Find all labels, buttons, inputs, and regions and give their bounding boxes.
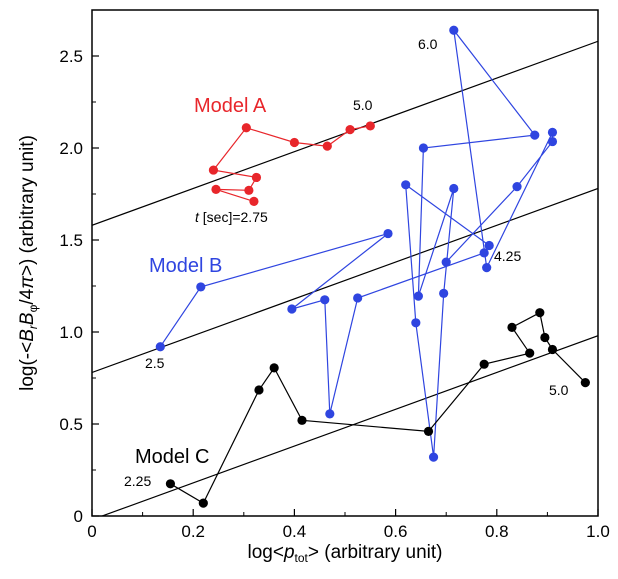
- model-a-point-7: [289, 137, 299, 148]
- model-a-series: [208, 121, 375, 206]
- model-c-point-5: [297, 415, 307, 425]
- model-a-point-2: [211, 184, 221, 194]
- x-tick-label: 0: [87, 522, 96, 541]
- model-b-point-3: [383, 228, 393, 239]
- model-b-point-14: [449, 183, 459, 194]
- y-tick-label: 2.5: [59, 47, 83, 66]
- model-b-point-19: [482, 263, 492, 273]
- model-b-point-22: [512, 182, 522, 192]
- model-b-series: [155, 25, 558, 462]
- annotation-layer: Model A Model B Model C 5.0 t [sec]=2.75 6.0 4…: [124, 36, 569, 489]
- model-b-point-10: [401, 180, 411, 190]
- reference-line-3: [100, 335, 598, 516]
- model-b-point-17: [530, 130, 540, 140]
- model-c-line: [170, 311, 586, 504]
- reference-line-2: [92, 187, 598, 374]
- model-c-point-1: [165, 479, 176, 489]
- model-b-point-18: [449, 25, 459, 35]
- model-a-point-4: [251, 172, 262, 183]
- x-tick-label: 0.4: [283, 522, 307, 541]
- model-b-point-9: [484, 240, 494, 251]
- model-a-point-9: [345, 125, 355, 135]
- y-tick-label: 1.0: [59, 323, 83, 342]
- model-b-label: Model B: [149, 255, 222, 277]
- y-tick-label: 0.5: [59, 415, 83, 434]
- model-a-point-5: [208, 165, 219, 175]
- x-tick-label: 0.2: [181, 522, 205, 541]
- model-b-point-20: [547, 127, 558, 137]
- time-annotation: 6.0: [418, 36, 438, 52]
- y-tick-label: 2.0: [59, 139, 83, 158]
- model-a-line: [212, 125, 371, 202]
- series-layer: [155, 25, 590, 508]
- model-a-point-8: [322, 141, 332, 151]
- model-c-point-10: [535, 308, 545, 318]
- model-c-point-13: [580, 378, 590, 388]
- model-b-point-13: [439, 288, 449, 298]
- time-annotation: 5.0: [549, 382, 569, 398]
- model-b-point-7: [353, 293, 363, 303]
- y-tick-label: 1.5: [59, 231, 83, 250]
- time-annotation: 4.25: [494, 248, 521, 264]
- model-b-point-15: [413, 291, 423, 301]
- x-axis-label: log<ptot> (arbitrary unit): [248, 542, 443, 565]
- model-c-point-6: [423, 426, 434, 436]
- model-c-point-9: [507, 322, 517, 332]
- model-b-point-12: [428, 452, 439, 462]
- model-b-point-21: [547, 136, 558, 147]
- model-b-point-8: [479, 248, 489, 258]
- axis-ticks: 0 0.2 0.4 0.6 0.8 1.0 0 0.5 1.0 1.5 2.0 2.5: [59, 47, 609, 541]
- model-c-point-11: [540, 332, 550, 343]
- x-tick-label: 0.6: [384, 522, 408, 541]
- model-b-point-2: [196, 282, 206, 292]
- model-c-point-12: [547, 344, 558, 355]
- model-a-label: Model A: [194, 95, 267, 117]
- time-annotation: 5.0: [353, 97, 373, 113]
- model-a-point-6: [241, 123, 251, 133]
- model-c-point-8: [525, 348, 535, 358]
- model-b-point-5: [320, 295, 330, 305]
- model-c-series: [165, 308, 590, 508]
- model-b-point-4: [287, 304, 297, 314]
- time-annotation: 2.5: [145, 355, 165, 371]
- model-c-point-2: [198, 498, 208, 508]
- x-tick-label: 1.0: [586, 522, 610, 541]
- model-b-point-23: [441, 257, 451, 267]
- model-a-point-10: [365, 121, 375, 131]
- model-b-point-16: [418, 143, 429, 153]
- model-c-point-3: [254, 385, 264, 395]
- time-annotation: t [sec]=2.75: [195, 209, 268, 225]
- model-c-point-4: [269, 363, 279, 373]
- model-b-point-1: [155, 342, 165, 352]
- y-axis-label: log(-<BrBφ/4π>) (arbitrary unit): [17, 135, 40, 391]
- model-a-point-1: [249, 196, 259, 206]
- model-b-point-6: [325, 409, 335, 419]
- model-c-point-7: [479, 359, 489, 369]
- x-tick-label: 0.8: [485, 522, 509, 541]
- time-annotation: 2.25: [124, 473, 151, 489]
- y-tick-label: 0: [74, 507, 83, 526]
- model-b-point-11: [411, 318, 421, 328]
- model-a-point-3: [244, 185, 254, 195]
- model-c-label: Model C: [135, 446, 209, 468]
